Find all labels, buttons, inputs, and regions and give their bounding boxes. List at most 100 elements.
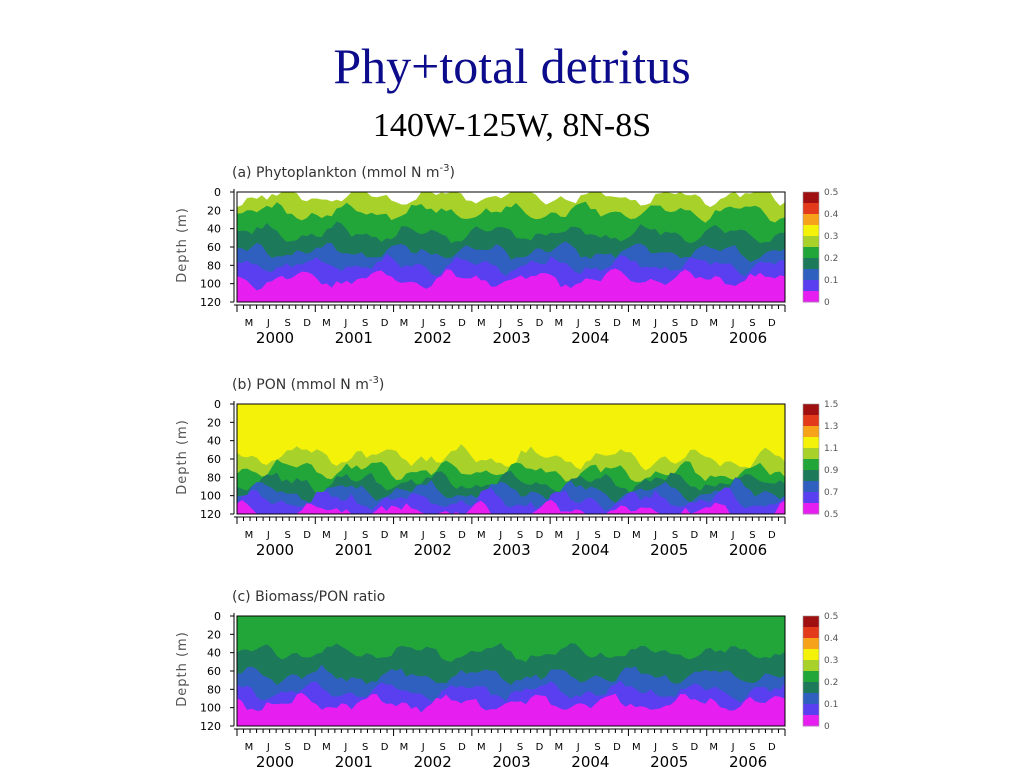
y-tick-label: 40: [207, 435, 221, 448]
colorbar-swatch: [803, 225, 819, 237]
colorbar-swatch: [803, 649, 819, 661]
colorbar-label: 0.9: [824, 466, 839, 476]
month-tick-label: M: [709, 742, 718, 753]
month-tick-label: S: [749, 742, 755, 753]
y-tick-label: 80: [207, 471, 221, 484]
month-tick-label: D: [536, 318, 544, 329]
panel-title-close: ): [450, 165, 455, 181]
colorbar-swatch: [803, 192, 819, 204]
slide-subtitle: 140W-125W, 8N-8S: [372, 107, 652, 144]
colorbar-label: 0.2: [824, 254, 838, 264]
panel-a: (a) Phytoplankton (mmol N m-3) 0 20 40 60 80 1…: [175, 163, 839, 347]
colorbar-label: 0: [824, 298, 830, 308]
panel-b: (b) PON (mmol N m-3) 0 20 40 60 80 100 120 Depth…: [175, 375, 839, 559]
year-label: 2005: [650, 329, 688, 347]
panel-title-text: (b) PON (mmol N m: [232, 377, 369, 393]
year-label: 2006: [729, 541, 767, 559]
colorbar-label: 0.5: [824, 188, 838, 198]
colorbar-label: 0.1: [824, 276, 838, 286]
colorbar-frame: [802, 615, 820, 727]
month-tick-label: S: [749, 318, 755, 329]
month-tick-label: S: [672, 742, 678, 753]
colorbar-frame: [802, 191, 820, 303]
y-tick-label: 20: [207, 416, 221, 429]
colorbar-swatch: [803, 426, 819, 438]
colorbar-label: 0.3: [824, 656, 838, 666]
y-axis-label: Depth (m): [175, 419, 190, 495]
year-label: 2004: [571, 541, 609, 559]
y-tick-label: 60: [207, 453, 221, 466]
month-tick-label: D: [303, 742, 311, 753]
month-tick-label: S: [439, 742, 445, 753]
month-tick-label: M: [632, 742, 641, 753]
month-tick-label: M: [322, 318, 331, 329]
month-tick-label: J: [421, 742, 425, 753]
month-tick-label: J: [266, 318, 270, 329]
year-label: 2005: [650, 753, 688, 768]
month-tick-label: J: [576, 530, 580, 541]
plot-frame: [236, 615, 786, 727]
panel-title: (b) PON (mmol N m-3): [232, 375, 384, 393]
colorbar-label: 0.4: [824, 634, 839, 644]
panel-title-exponent: -3: [440, 163, 450, 174]
month-tick-label: J: [576, 742, 580, 753]
month-tick-label: S: [285, 742, 291, 753]
year-label: 2004: [571, 329, 609, 347]
panel-title-close: ): [379, 377, 384, 393]
year-label: 2002: [414, 753, 452, 768]
month-tick-label: D: [536, 742, 544, 753]
month-tick-label: D: [768, 318, 776, 329]
colorbar-label: 0.1: [824, 700, 838, 710]
month-tick-label: S: [517, 318, 523, 329]
month-tick-label: J: [343, 742, 347, 753]
month-tick-label: M: [400, 318, 409, 329]
month-tick-label: J: [421, 318, 425, 329]
month-tick-label: M: [632, 530, 641, 541]
year-label: 2000: [256, 329, 294, 347]
y-tick-label: 120: [200, 508, 221, 521]
month-tick-label: M: [400, 742, 409, 753]
colorbar-swatch: [803, 481, 819, 493]
month-tick-label: D: [458, 742, 466, 753]
year-label: 2006: [729, 753, 767, 768]
y-tick-label: 0: [214, 186, 221, 199]
y-tick-label: 80: [207, 259, 221, 272]
panel-title-text: (c) Biomass/PON ratio: [232, 589, 385, 605]
y-tick-label: 0: [214, 610, 221, 623]
y-tick-label: 20: [207, 628, 221, 641]
colorbar-swatch: [803, 448, 819, 460]
colorbar-swatch: [803, 280, 819, 292]
month-tick-label: D: [303, 530, 311, 541]
month-tick-label: J: [498, 742, 502, 753]
year-label: 2000: [256, 541, 294, 559]
colorbar-label: 0.7: [824, 488, 838, 498]
month-tick-label: M: [709, 318, 718, 329]
month-tick-label: M: [245, 318, 254, 329]
slide-title: Phy+total detritus: [333, 38, 691, 94]
month-tick-label: J: [731, 742, 735, 753]
month-tick-label: S: [594, 318, 600, 329]
year-label: 2006: [729, 329, 767, 347]
month-tick-label: M: [555, 530, 564, 541]
colorbar-swatch: [803, 503, 819, 515]
year-label: 2003: [492, 329, 530, 347]
year-label: 2003: [492, 753, 530, 768]
month-tick-label: S: [285, 318, 291, 329]
month-tick-label: S: [517, 530, 523, 541]
month-tick-label: D: [768, 742, 776, 753]
month-tick-label: S: [362, 742, 368, 753]
colorbar-label: 0.3: [824, 232, 838, 242]
month-tick-label: M: [477, 318, 486, 329]
month-tick-label: S: [517, 742, 523, 753]
month-tick-label: S: [749, 530, 755, 541]
colorbar-swatch: [803, 214, 819, 226]
month-tick-label: J: [266, 530, 270, 541]
y-tick-label: 20: [207, 204, 221, 217]
panel-title: (c) Biomass/PON ratio: [232, 589, 385, 605]
year-label: 2002: [414, 541, 452, 559]
colorbar-swatch: [803, 693, 819, 705]
month-tick-label: S: [594, 742, 600, 753]
year-label: 2004: [571, 753, 609, 768]
month-tick-label: S: [285, 530, 291, 541]
month-tick-label: S: [672, 318, 678, 329]
